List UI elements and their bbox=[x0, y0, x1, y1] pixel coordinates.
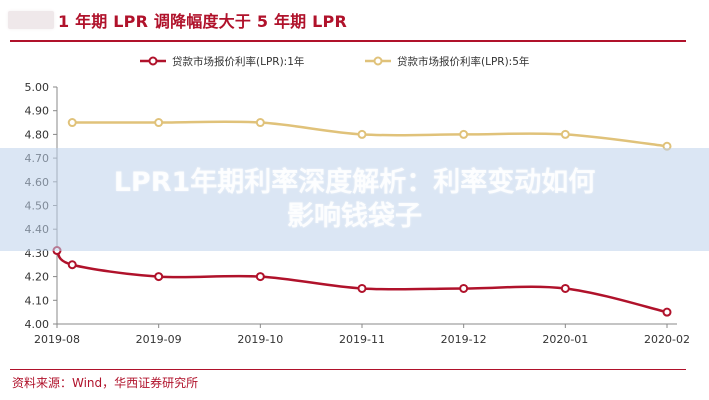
x-tick-label: 2019-12 bbox=[441, 333, 487, 346]
chart-title: 1 年期 LPR 调降幅度大于 5 年期 LPR bbox=[58, 12, 347, 31]
y-tick-label: 4.20 bbox=[25, 271, 50, 284]
series-point-1 bbox=[255, 272, 265, 282]
x-tick-label: 2019-09 bbox=[136, 333, 182, 346]
y-tick-label: 4.60 bbox=[25, 176, 50, 189]
x-tick-label: 2019-10 bbox=[237, 333, 283, 346]
blurred-title-prefix bbox=[8, 11, 54, 29]
y-tick-label: 4.70 bbox=[25, 152, 50, 165]
y-tick-label: 5.00 bbox=[25, 81, 50, 94]
x-tick-label: 2020-01 bbox=[542, 333, 588, 346]
y-tick-label: 4.40 bbox=[25, 223, 50, 236]
series-point-1 bbox=[52, 246, 62, 256]
y-tick-label: 4.50 bbox=[25, 200, 50, 213]
title-row: 1 年期 LPR 调降幅度大于 5 年期 LPR bbox=[8, 6, 347, 34]
series-point-1 bbox=[662, 307, 672, 317]
series-point-1 bbox=[154, 272, 164, 282]
x-tick-label: 2019-08 bbox=[34, 333, 80, 346]
series-point-1 bbox=[67, 260, 77, 270]
legend-swatch-marker bbox=[373, 56, 383, 66]
series-point-1 bbox=[560, 283, 570, 293]
series-point-2 bbox=[662, 141, 672, 151]
legend-label: 贷款市场报价利率(LPR):1年 bbox=[172, 55, 304, 68]
series-point-1 bbox=[459, 283, 469, 293]
y-tick-label: 4.80 bbox=[25, 128, 50, 141]
series-point-2 bbox=[357, 129, 367, 139]
y-tick-label: 4.10 bbox=[25, 294, 50, 307]
bottom-rule bbox=[10, 369, 686, 370]
series-point-2 bbox=[255, 118, 265, 128]
x-tick-label: 2019-11 bbox=[339, 333, 385, 346]
series-point-2 bbox=[459, 129, 469, 139]
y-tick-label: 4.00 bbox=[25, 318, 50, 331]
x-tick-label: 2020-02 bbox=[644, 333, 690, 346]
series-line-1 bbox=[55, 249, 668, 314]
legend-label: 贷款市场报价利率(LPR):5年 bbox=[397, 55, 529, 68]
series-point-1 bbox=[357, 283, 367, 293]
top-rule bbox=[10, 40, 686, 42]
series-point-2 bbox=[67, 118, 77, 128]
y-tick-label: 4.90 bbox=[25, 105, 50, 118]
series-point-2 bbox=[154, 118, 164, 128]
series-point-2 bbox=[560, 129, 570, 139]
legend-swatch-marker bbox=[148, 56, 158, 66]
y-tick-label: 4.30 bbox=[25, 247, 50, 260]
source-note: 资料来源：Wind，华西证券研究所 bbox=[12, 376, 199, 390]
